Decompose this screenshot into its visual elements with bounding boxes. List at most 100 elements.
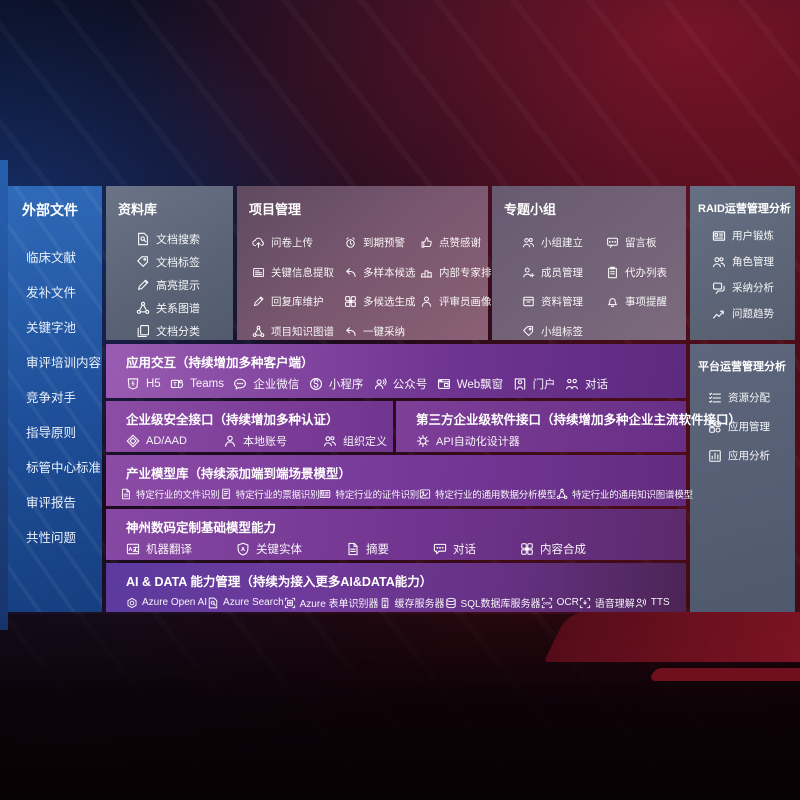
h5-icon — [126, 377, 140, 391]
project-item-label: 点赞感谢 — [439, 237, 481, 250]
red-streak — [648, 668, 800, 681]
raid-analysis-panel: RAID运营管理分析 用户锻炼 角色管理 采纳分析 问题趋势 — [690, 186, 795, 340]
project-item-6: 多候选生成 — [344, 294, 420, 309]
library-item-2: 高亮提示 — [136, 277, 233, 293]
project-item-label: 多样本候选 — [363, 266, 416, 279]
raid-item-label: 用户锻炼 — [732, 230, 774, 242]
library-item-1: 文档标签 — [136, 254, 233, 270]
reply-icon — [344, 266, 357, 279]
group-item-6: 事项提醒 — [606, 294, 686, 309]
raid-item-label: 问题趋势 — [732, 308, 774, 320]
aidata-item-7: TTS — [635, 597, 670, 609]
models-item-label: 特定行业的通用知识图谱模型 — [572, 490, 693, 501]
interaction-item-3: 小程序 — [309, 376, 363, 392]
aidata-item-5: OCR — [541, 597, 579, 609]
foundation-item-label: 关键实体 — [256, 544, 302, 556]
raid-item-label: 角色管理 — [732, 256, 774, 268]
aidata-item-3: 缓存服务器 — [379, 595, 445, 610]
aidata-item-2: Azure 表单识别器 — [284, 595, 379, 610]
group-item-3: 小组标签 — [522, 324, 606, 339]
aidata-item-6: 语音理解 — [579, 595, 635, 610]
panel-title: 资料库 — [118, 202, 158, 217]
external-files-panel: 外部文件 临床文献 发补文件 关键字池 审评培训内容 竞争对手 指导原则 标管中心标准 审评报… — [8, 186, 102, 612]
shield-a-icon — [236, 542, 250, 556]
models-item-4: 特定行业的通用知识图谱模型 — [556, 487, 693, 501]
chat-multi-icon — [712, 281, 726, 295]
interaction-item-6: 门户 — [513, 376, 556, 392]
teams-icon — [170, 377, 184, 391]
filedoc-icon — [346, 542, 360, 556]
pen-icon — [252, 295, 265, 308]
project-item-10: 评审员画像 — [420, 294, 502, 309]
list-icon — [708, 391, 722, 405]
foundation-item-0: 机器翻译 — [126, 541, 192, 557]
diamond-icon — [126, 434, 140, 448]
monitor-stand-glow — [543, 612, 800, 662]
foundation-models-row: 神州数码定制基础模型能力 机器翻译 关键实体 摘要 对话 内容合成 — [106, 509, 686, 560]
platform-item-0: 资源分配 — [708, 390, 795, 405]
topic-groups-grid: 小组建立 成员管理 资料管理 小组标签 留言板 代办列表 事项提醒 — [492, 228, 686, 346]
library-item-label: 文档分类 — [156, 326, 200, 338]
reply-icon — [344, 325, 357, 338]
clipboard-icon — [606, 266, 619, 279]
aidata-item-label: Azure Open AI — [142, 597, 208, 608]
speech-icon — [579, 597, 591, 609]
external-files-list: 临床文献 发补文件 关键字池 审评培训内容 竞争对手 指导原则 标管中心标准 审评报告 共性问题 — [8, 248, 102, 548]
bbs-icon — [606, 236, 619, 249]
project-item-7: 一键采纳 — [344, 324, 420, 339]
tag-icon — [136, 255, 150, 269]
project-item-5: 多样本候选 — [344, 265, 420, 280]
interaction-item-1: Teams — [170, 377, 224, 391]
thirdparty-items: API自动化设计器 — [396, 433, 686, 449]
models-item-label: 特定行业的通用数据分析模型 — [435, 490, 557, 501]
sidebar-item-0: 临床文献 — [26, 251, 77, 265]
project-item-label: 内部专家排名 — [439, 266, 502, 279]
people-icon — [323, 434, 337, 448]
ai-data-items: Azure Open AI Azure Search Azure 表单识别器 缓存服务… — [106, 595, 686, 610]
thumb-icon — [420, 236, 433, 249]
models-item-2: 特定行业的证件识别 — [319, 487, 419, 501]
person-icon — [420, 295, 433, 308]
platform-list: 资源分配 应用管理 应用分析 — [690, 390, 795, 463]
webwin-icon — [437, 377, 451, 391]
library-item-label: 文档标签 — [156, 257, 200, 269]
interaction-item-label: 对话 — [584, 379, 608, 391]
foundation-item-3: 对话 — [433, 541, 476, 557]
project-item-label: 关键信息提取 — [271, 266, 334, 279]
aidata-item-label: TTS — [650, 597, 670, 608]
group-item-label: 代办列表 — [625, 266, 667, 279]
docs-icon — [136, 324, 150, 338]
interaction-item-4: 公众号 — [373, 376, 427, 392]
people-icon — [522, 236, 535, 249]
project-item-label: 项目知识图谱 — [271, 325, 334, 338]
project-item-2: 回复库维护 — [252, 294, 344, 309]
gear-icon — [416, 434, 430, 448]
platform-item-label: 应用分析 — [728, 450, 770, 462]
platform-analysis-panel: 平台运营管理分析 资源分配 应用管理 应用分析 — [690, 344, 795, 612]
sidebar-item-1: 发补文件 — [26, 286, 77, 300]
group-item-label: 小组建立 — [541, 237, 583, 250]
interaction-item-label: H5 — [146, 378, 161, 390]
pen-icon — [136, 278, 150, 292]
thirdparty-item-0: API自动化设计器 — [416, 433, 520, 449]
row-title: 应用交互（持续增加多种客户端） — [126, 356, 314, 370]
security-item-label: 本地账号 — [242, 436, 287, 448]
sidebar-item-5: 指导原则 — [26, 426, 77, 440]
models-item-0: 特定行业的文件识别 — [120, 487, 220, 501]
project-item-4: 到期预警 — [344, 235, 420, 250]
raid-list: 用户锻炼 角色管理 采纳分析 问题趋势 — [690, 228, 795, 321]
industry-models-items: 特定行业的文件识别 特定行业的票据识别 特定行业的证件识别 特定行业的通用数据分析模型… — [106, 487, 693, 501]
models-item-3: 特定行业的通用数据分析模型 — [419, 487, 556, 501]
project-item-1: 关键信息提取 — [252, 265, 344, 280]
people-icon — [712, 255, 726, 269]
cloud-up-icon — [252, 236, 265, 249]
sidebar-item-7: 审评报告 — [26, 496, 77, 510]
translate-icon — [126, 542, 140, 556]
person-icon — [223, 434, 237, 448]
library-item-0: 文档搜索 — [136, 231, 233, 247]
group-item-label: 事项提醒 — [625, 296, 667, 309]
project-item-0: 问卷上传 — [252, 235, 344, 250]
doc-search-icon — [136, 232, 150, 246]
aidata-item-label: 缓存服务器 — [394, 599, 445, 610]
